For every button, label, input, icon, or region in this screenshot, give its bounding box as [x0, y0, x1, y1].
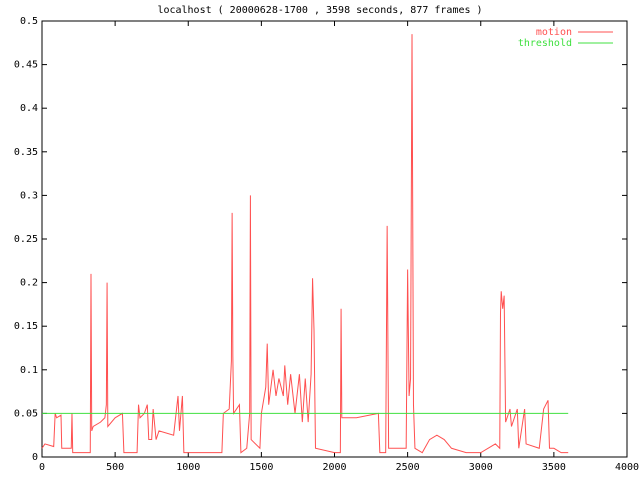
x-tick-label: 2500 [396, 462, 420, 473]
x-tick-label: 1500 [249, 462, 273, 473]
legend-label: motion [536, 27, 572, 38]
y-tick-label: 0.45 [14, 60, 38, 71]
y-tick-label: 0.3 [20, 190, 38, 201]
y-tick-label: 0 [32, 452, 38, 463]
x-tick-label: 2000 [322, 462, 346, 473]
y-tick-label: 0.1 [20, 365, 38, 376]
x-tick-label: 4000 [615, 462, 639, 473]
chart-title: localhost ( 20000628-1700 , 3598 seconds… [157, 5, 482, 16]
legend-label: threshold [518, 38, 572, 49]
series-line [41, 34, 569, 454]
y-tick-label: 0.2 [20, 278, 38, 289]
x-tick-label: 0 [39, 462, 45, 473]
y-tick-label: 0.05 [14, 408, 38, 419]
x-tick-label: 1000 [176, 462, 200, 473]
y-tick-label: 0.15 [14, 321, 38, 332]
y-tick-label: 0.35 [14, 147, 38, 158]
x-tick-label: 500 [106, 462, 124, 473]
x-tick-label: 3000 [469, 462, 493, 473]
x-tick-label: 3500 [542, 462, 566, 473]
y-tick-label: 0.5 [20, 16, 38, 27]
y-tick-label: 0.25 [14, 234, 38, 245]
y-tick-label: 0.4 [20, 103, 38, 114]
